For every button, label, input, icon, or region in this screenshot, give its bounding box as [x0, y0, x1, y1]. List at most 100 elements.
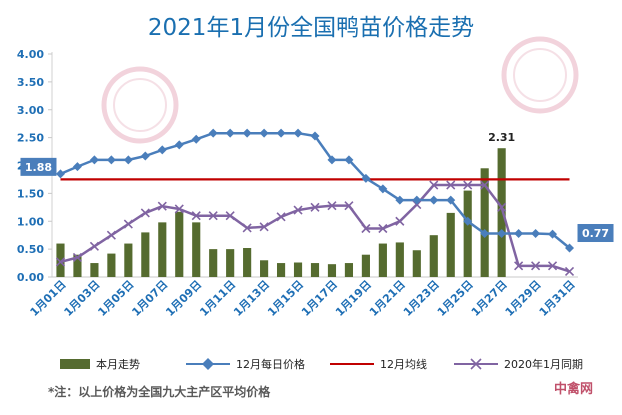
series-point: [123, 155, 133, 165]
x-tick-label: 1月11日: [197, 278, 238, 319]
series-point: [106, 155, 116, 165]
legend-label-dec-daily: 12月每日价格: [236, 358, 305, 371]
series-point: [106, 230, 116, 240]
x-tick-label: 1月13日: [231, 278, 272, 319]
bar: [56, 243, 65, 277]
series-point: [446, 195, 456, 205]
series-point: [293, 128, 303, 138]
series-point: [361, 223, 371, 234]
legend-item-last-year: 2020年1月同期: [454, 356, 583, 372]
bar: [327, 264, 337, 277]
data-label-box: [20, 157, 57, 176]
series-point: [531, 261, 541, 271]
series-point: [89, 241, 99, 251]
series-point: [242, 128, 252, 138]
series-point: [191, 134, 201, 144]
bar: [124, 243, 133, 277]
y-tick-label: 1.50: [17, 187, 44, 200]
series-point: [140, 151, 150, 161]
series-point: [395, 195, 405, 205]
bar: [107, 253, 116, 277]
bar: [361, 254, 370, 277]
x-tick-label: 1月25日: [435, 278, 476, 319]
legend-label-bars: 本月走势: [96, 358, 140, 371]
legend-swatch-last-year: [454, 358, 498, 370]
watermark-icon: [101, 66, 179, 144]
series-point: [310, 131, 320, 141]
series-point: [514, 261, 524, 271]
series-point: [378, 223, 388, 234]
x-tick-label: 1月05日: [95, 278, 136, 319]
x-tick-label: 1月23日: [401, 278, 442, 319]
bar: [412, 250, 421, 277]
x-tick-label: 1月15日: [265, 278, 306, 319]
bar: [293, 262, 303, 277]
bar: [226, 249, 235, 277]
data-label: 0.77: [582, 227, 609, 240]
bar: [463, 190, 472, 277]
series-point: [463, 180, 473, 190]
series-line: [60, 183, 570, 273]
x-tick-label: 1月17日: [299, 278, 340, 319]
series-point: [344, 201, 354, 211]
legend-swatch-bars: [60, 359, 90, 369]
series-point: [429, 195, 439, 205]
legend-swatch-dec-avg: [330, 358, 374, 370]
data-label-box: [577, 224, 614, 243]
series-point: [531, 229, 541, 239]
bar: [395, 242, 404, 277]
series-point: [242, 223, 252, 233]
series-point: [480, 180, 490, 190]
legend-label-last-year: 2020年1月同期: [504, 358, 583, 371]
series-point: [225, 128, 235, 138]
series-point: [547, 261, 558, 271]
bar: [141, 232, 150, 277]
x-tick-label: 1月03日: [62, 278, 103, 319]
series-point: [548, 229, 558, 239]
y-tick-label: 4.00: [17, 48, 44, 61]
data-label: 1.88: [25, 161, 52, 174]
legend-label-dec-avg: 12月均线: [380, 358, 427, 371]
series-point: [446, 180, 456, 190]
bar: [480, 168, 489, 277]
series-line: [60, 131, 571, 249]
series-point: [378, 184, 388, 194]
bar: [276, 263, 286, 277]
x-tick-label: 1月07日: [129, 278, 170, 319]
series-point: [72, 162, 82, 172]
x-tick-label: 1月27日: [469, 278, 510, 319]
series-point: [327, 155, 337, 165]
series-point: [55, 257, 66, 267]
series-point: [174, 204, 184, 214]
series-point: [497, 202, 507, 212]
bar: [344, 263, 354, 277]
bar: [378, 243, 387, 277]
bar: [209, 249, 218, 277]
series-point: [463, 216, 473, 226]
x-tick-label: 1月29日: [503, 278, 544, 319]
y-tick-label: 2.50: [17, 132, 44, 145]
bar: [429, 235, 438, 277]
line-series: [55, 128, 575, 276]
series-point: [327, 201, 337, 211]
series-point: [89, 155, 99, 165]
watermark-icon: [113, 78, 167, 132]
series-point: [310, 202, 320, 212]
legend-item-bars: 本月走势: [60, 356, 140, 372]
watermark-icon: [501, 36, 579, 114]
watermark-icon: [513, 48, 567, 102]
brand-logo: 中禽网: [554, 382, 594, 397]
x-tick-label: 1月21日: [367, 278, 408, 319]
footnote: *注：以上价格为全国九大主产区平均价格: [48, 385, 271, 399]
series-point: [412, 195, 422, 205]
series-point: [208, 128, 218, 138]
bar: [73, 254, 82, 277]
chart-title: 2021年1月份全国鸭苗价格走势: [147, 15, 475, 41]
bar: [310, 263, 320, 277]
y-tick-label: 1.00: [17, 215, 44, 228]
series-point: [191, 211, 201, 221]
x-tick-label: 1月09日: [163, 278, 204, 319]
x-tick-label: 1月19日: [333, 278, 374, 319]
series-point: [225, 211, 235, 221]
series-point: [344, 155, 354, 165]
